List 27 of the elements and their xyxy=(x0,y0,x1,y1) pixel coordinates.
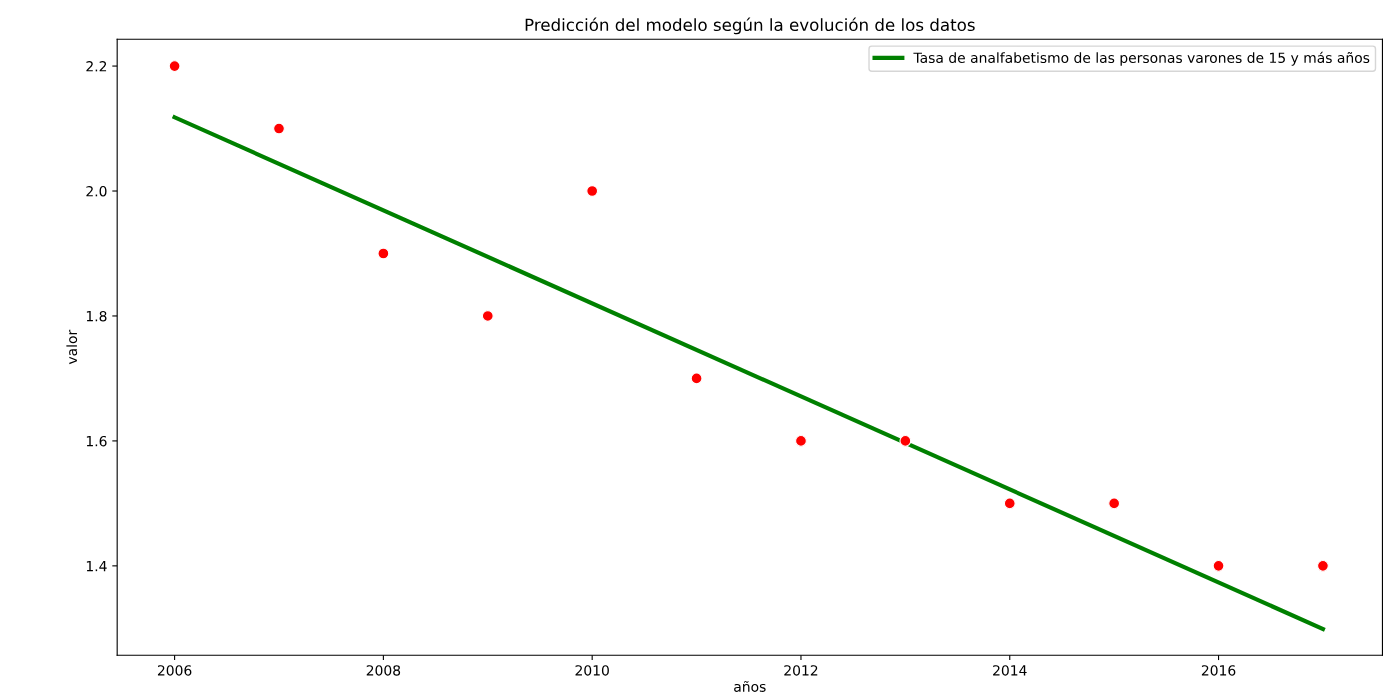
y-tick-label: 2.0 xyxy=(86,185,107,197)
point xyxy=(377,247,390,260)
x-tick-label: 2014 xyxy=(993,665,1027,676)
point xyxy=(273,122,285,135)
x-tick-label: 2016 xyxy=(1201,665,1236,676)
point xyxy=(1003,497,1016,510)
legend-label: Tasa de analfabetismo de las personas varones de 15 y más años xyxy=(913,51,1370,66)
point xyxy=(690,372,703,385)
y-tick-label: 2.2 xyxy=(86,61,107,72)
y-axis-title: valor xyxy=(66,329,78,365)
y-tick-label: 1.4 xyxy=(86,561,107,572)
x-axis-title: años xyxy=(734,680,766,692)
point xyxy=(1212,559,1225,572)
point xyxy=(1317,559,1329,572)
point xyxy=(586,185,599,197)
point xyxy=(1108,497,1121,510)
x-tick-label: 2008 xyxy=(366,665,401,676)
point xyxy=(481,310,494,322)
y-tick-label: 1.8 xyxy=(86,310,107,322)
x-tick-label: 2012 xyxy=(784,665,818,676)
point xyxy=(168,60,181,72)
x-tick-label: 2010 xyxy=(575,665,609,676)
chart-title: Predicción del modelo según la evolución de los datos xyxy=(525,17,975,35)
point xyxy=(795,434,807,447)
x-tick-label: 2006 xyxy=(157,665,192,676)
point xyxy=(899,434,912,447)
y-tick-label: 1.6 xyxy=(86,435,107,447)
